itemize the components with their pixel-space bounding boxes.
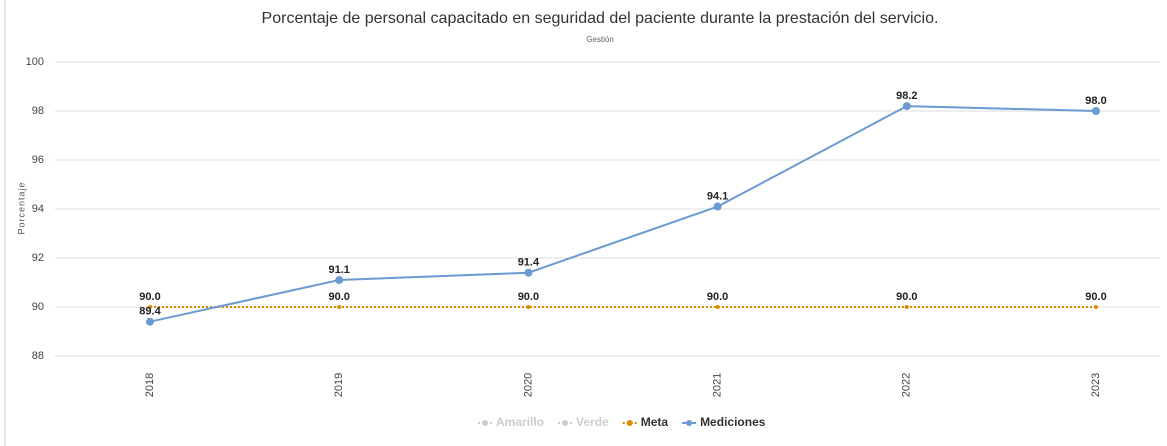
legend-marker xyxy=(626,420,633,426)
x-tick-label: 2019 xyxy=(333,373,345,397)
legend-item: Meta xyxy=(622,415,669,429)
y-tick-label: 100 xyxy=(26,56,44,68)
point xyxy=(148,305,152,309)
chart-title: Porcentaje de personal capacitado en seg… xyxy=(262,10,939,27)
y-axis-label: Porcentaje xyxy=(16,181,26,234)
point xyxy=(904,305,909,309)
legend-marker xyxy=(482,420,488,426)
legend-label: Meta xyxy=(641,415,669,429)
legend-label: Verde xyxy=(576,415,609,429)
legend-marker xyxy=(686,420,693,426)
chart-subtitle: Gestión xyxy=(586,35,614,44)
point xyxy=(1092,107,1100,115)
data-label: 90.0 xyxy=(896,291,917,303)
x-tick-label: 2022 xyxy=(901,373,913,397)
point xyxy=(524,268,533,277)
data-label: 91.1 xyxy=(328,264,349,276)
data-label: 98.0 xyxy=(1085,95,1106,107)
legend-marker xyxy=(562,420,569,426)
data-label: 90.0 xyxy=(518,291,539,303)
data-label: 90.0 xyxy=(1085,291,1106,303)
legend-label: Mediciones xyxy=(700,415,766,429)
point xyxy=(526,305,531,309)
data-label: 98.2 xyxy=(896,90,917,102)
legend-label: Amarillo xyxy=(496,415,544,429)
point xyxy=(902,102,911,111)
data-label: 90.0 xyxy=(139,291,160,303)
y-tick-label: 90 xyxy=(32,301,44,313)
data-label: 90.0 xyxy=(328,291,349,303)
y-tick-label: 98 xyxy=(32,105,44,117)
data-label: 91.4 xyxy=(518,257,540,269)
point xyxy=(146,317,154,326)
y-tick-label: 92 xyxy=(32,252,44,264)
point xyxy=(337,305,342,309)
legend-item: Amarillo xyxy=(478,415,544,429)
point xyxy=(713,202,722,211)
x-tick-label: 2018 xyxy=(144,373,156,397)
data-label: 89.4 xyxy=(139,306,161,318)
legend-item: Verde xyxy=(558,415,609,429)
y-tick-label: 88 xyxy=(32,350,44,362)
point xyxy=(335,276,344,285)
point xyxy=(715,305,720,309)
x-tick-label: 2021 xyxy=(712,373,724,397)
x-tick-label: 2023 xyxy=(1090,373,1102,397)
point xyxy=(1094,305,1098,309)
data-label: 90.0 xyxy=(707,291,728,303)
y-tick-label: 96 xyxy=(32,154,44,166)
data-label: 94.1 xyxy=(707,190,728,202)
y-tick-label: 94 xyxy=(32,203,44,215)
x-tick-label: 2020 xyxy=(522,373,534,397)
legend-item: Mediciones xyxy=(682,415,766,429)
series-line xyxy=(149,105,1097,323)
